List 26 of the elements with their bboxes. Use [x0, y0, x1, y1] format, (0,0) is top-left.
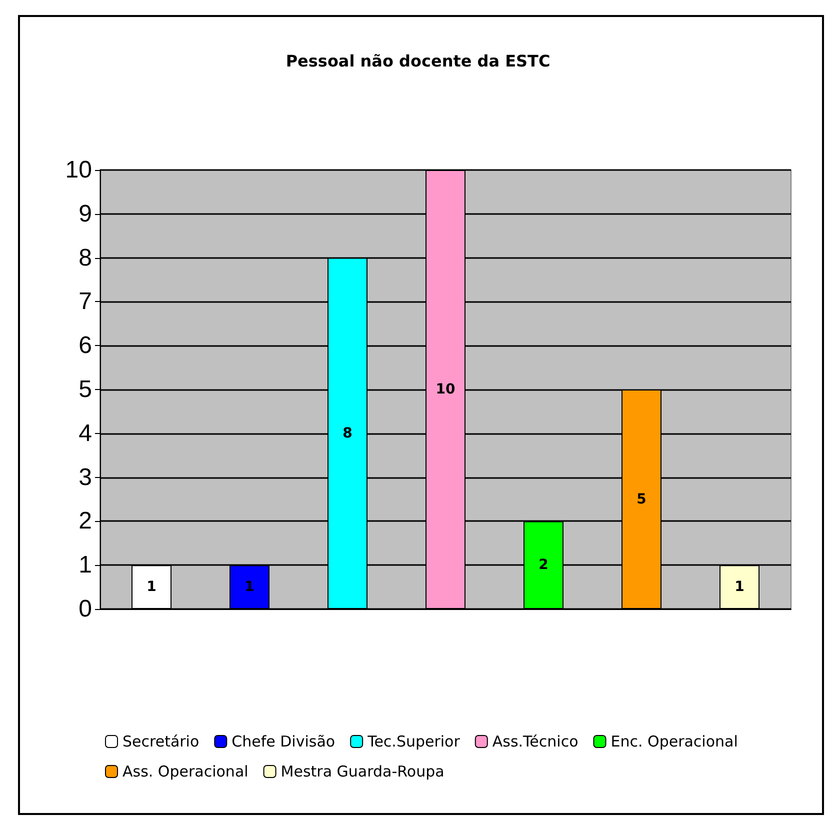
y-tick-label: 8: [78, 244, 92, 272]
data-label: 5: [636, 491, 646, 508]
y-tick-label: 1: [78, 552, 92, 579]
legend-label: Ass. Operacional: [122, 762, 248, 780]
legend-label: Tec.Superior: [366, 732, 461, 750]
y-tick-label: 2: [78, 508, 92, 535]
y-tick-label: 3: [78, 464, 92, 491]
legend-label: Chefe Divisão: [232, 732, 336, 750]
legend-label: Mestra Guarda-Roupa: [280, 762, 444, 780]
y-tick-label: 10: [65, 156, 92, 184]
data-label: 1: [244, 579, 254, 596]
data-label: 10: [436, 382, 456, 398]
y-tick-label: 6: [78, 332, 92, 360]
y-tick-label: 5: [78, 376, 92, 403]
y-tick-label: 9: [78, 200, 92, 228]
data-label: 8: [342, 425, 352, 442]
y-tick-label: 0: [78, 596, 92, 622]
chart-title: Pessoal não docente da ESTC: [286, 52, 550, 70]
legend-label: Enc. Operacional: [610, 732, 738, 750]
legend-label: Ass.Técnico: [492, 732, 578, 750]
data-label: 1: [734, 579, 744, 596]
y-tick-label: 4: [78, 420, 92, 447]
y-tick-label: 7: [78, 288, 92, 316]
data-label: 2: [538, 557, 548, 574]
legend-label: Secretário: [122, 732, 200, 750]
data-label: 1: [146, 579, 156, 596]
